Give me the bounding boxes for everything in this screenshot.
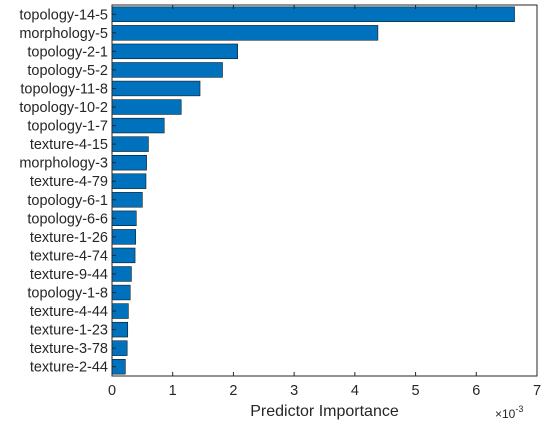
- x-tick-labels: 0 1 2 3 4 5 6 7: [108, 5, 541, 399]
- x-tick-label: 7: [533, 383, 541, 399]
- category-label-topology-1-8: topology-1-8: [27, 286, 108, 302]
- category-labels: topology-14-5 morphology-5 topology-2-1 top…: [19, 7, 116, 376]
- bars-group: [111, 6, 515, 375]
- bar-topology-6-1: [111, 192, 143, 208]
- category-label-texture-1-23: texture-1-23: [30, 323, 108, 339]
- category-label-topology-6-6: topology-6-6: [27, 211, 108, 227]
- x-axis-multiplier: ×10-3: [495, 404, 523, 421]
- category-label-topology-11-8: topology-11-8: [20, 81, 108, 97]
- x-tick-label: 2: [229, 383, 237, 399]
- category-label-morphology-5: morphology-5: [19, 26, 108, 42]
- category-label-topology-1-7: topology-1-7: [27, 119, 108, 135]
- x-axis-multiplier-base: ×10: [495, 407, 516, 421]
- x-tick-label: 4: [351, 383, 359, 399]
- category-label-texture-4-44: texture-4-44: [30, 304, 108, 320]
- bar-morphology-3: [111, 155, 147, 171]
- category-label-texture-3-78: texture-3-78: [30, 341, 108, 357]
- category-label-topology-6-1: topology-6-1: [27, 193, 108, 209]
- category-label-texture-4-79: texture-4-79: [30, 174, 108, 190]
- x-tick-label: 3: [290, 383, 298, 399]
- bar-topology-2-1: [111, 43, 238, 60]
- category-label-topology-2-1: topology-2-1: [27, 44, 108, 60]
- bar-topology-14-5: [111, 6, 515, 22]
- category-label-texture-4-74: texture-4-74: [30, 248, 108, 264]
- bar-texture-4-79: [111, 173, 147, 189]
- category-label-topology-14-5: topology-14-5: [19, 7, 108, 23]
- category-label-texture-4-15: texture-4-15: [30, 137, 108, 153]
- x-tick-label: 6: [472, 383, 480, 399]
- x-axis-multiplier-exponent: -3: [515, 404, 523, 414]
- x-tick-label: 0: [108, 383, 116, 399]
- category-label-topology-5-2: topology-5-2: [27, 63, 108, 79]
- bar-topology-5-2: [111, 62, 223, 78]
- x-axis-title: Predictor Importance: [250, 403, 399, 420]
- plot-frame: [111, 4, 538, 377]
- x-tick-label: 1: [169, 383, 177, 399]
- bar-topology-1-7: [111, 117, 165, 134]
- bar-topology-11-8: [111, 80, 201, 97]
- category-label-texture-1-26: texture-1-26: [30, 230, 108, 246]
- category-label-morphology-3: morphology-3: [19, 156, 108, 172]
- bar-texture-4-15: [111, 136, 149, 152]
- x-tick-label: 5: [412, 383, 420, 399]
- bar-morphology-5: [111, 25, 379, 41]
- bar-topology-10-2: [111, 99, 182, 115]
- category-label-texture-2-44: texture-2-44: [30, 360, 108, 376]
- category-label-texture-9-44: texture-9-44: [30, 267, 108, 283]
- category-label-topology-10-2: topology-10-2: [19, 100, 108, 116]
